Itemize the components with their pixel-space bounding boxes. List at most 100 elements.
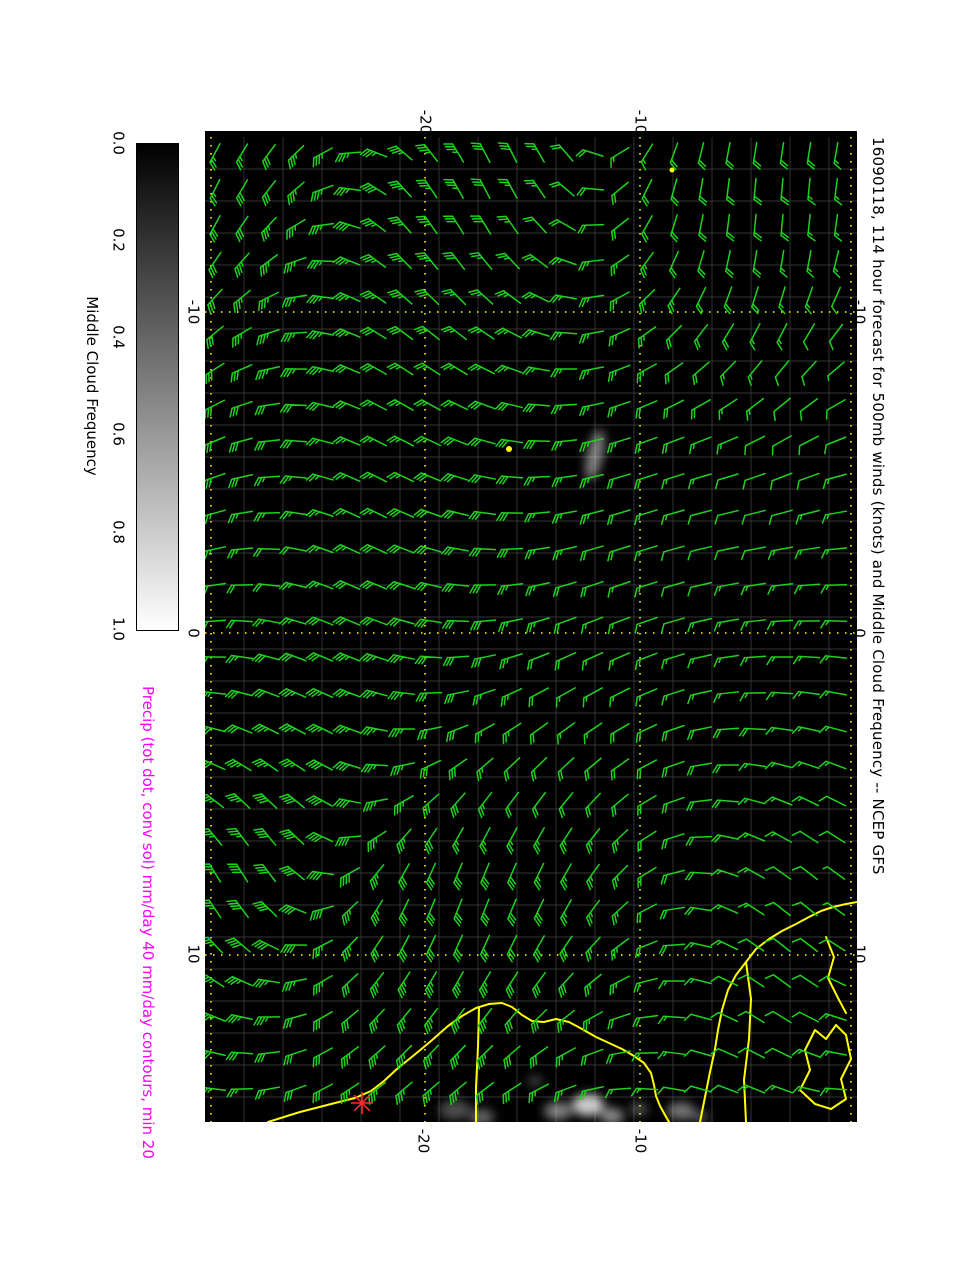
wind-barb [224, 724, 253, 734]
wind-barb [670, 178, 679, 207]
cloud-blob [439, 1100, 471, 1120]
wind-barb [683, 1085, 712, 1093]
wind-barb [744, 435, 766, 456]
wind-barb [776, 322, 788, 351]
wind-barb [533, 935, 545, 963]
wind-barb [386, 580, 415, 591]
wind-barb [637, 866, 657, 888]
wind-barb [533, 862, 545, 891]
wind-barb [718, 398, 738, 421]
wind-barb [738, 727, 767, 737]
wind-barb [765, 726, 794, 735]
wind-barb [583, 722, 603, 745]
wind-barb [751, 286, 760, 315]
wind-barb [766, 656, 794, 666]
wind-barb [793, 620, 821, 630]
wind-barb [833, 177, 843, 206]
wind-barb [723, 286, 733, 315]
wind-barb [579, 1085, 605, 1101]
wind-barb [332, 724, 361, 734]
wind-barb [386, 435, 415, 447]
wind-barb [604, 1087, 632, 1099]
wind-barb [441, 288, 467, 306]
wind-barb [557, 757, 575, 782]
wind-barb [637, 326, 657, 349]
wind-barb [359, 471, 388, 483]
wind-barb [764, 866, 792, 880]
wind-barb [476, 1044, 494, 1070]
wind-barb [205, 936, 223, 954]
wind-barb [768, 509, 793, 525]
wind-barb [476, 757, 494, 782]
wind-barb [500, 687, 523, 707]
wind-barb [413, 362, 441, 376]
wind-barb [584, 792, 602, 818]
wind-barb [764, 796, 793, 806]
wind-barb [469, 584, 497, 594]
cloud-blob [600, 1108, 624, 1122]
wind-barb [609, 291, 630, 312]
axis-tick-left: 0 [184, 628, 203, 638]
wind-barb [721, 323, 735, 351]
wind-barb [226, 1088, 254, 1098]
wind-barb [791, 901, 818, 917]
wind-barb [551, 510, 578, 524]
axis-tick-top: -10 [631, 109, 650, 135]
wind-barb [305, 544, 334, 554]
wind-barb [448, 758, 468, 781]
wind-barb [637, 830, 657, 853]
wind-barb [426, 898, 436, 927]
wind-barb [523, 475, 551, 486]
colorbar-tick: 1.0 [109, 617, 128, 641]
wind-barb [339, 867, 360, 888]
wind-barb [496, 215, 519, 235]
wind-barb [697, 250, 706, 279]
wind-barb [332, 400, 361, 410]
wind-barb [205, 974, 225, 988]
wind-barb [386, 145, 413, 161]
wind-barb [523, 179, 546, 199]
wind-barb [398, 863, 410, 891]
wind-barb [779, 249, 788, 278]
wind-barb [468, 547, 497, 557]
wind-barb [453, 898, 463, 927]
wind-barb [252, 618, 281, 627]
wind-barb [683, 1049, 712, 1057]
wind-barb [609, 975, 631, 996]
wind-barb [582, 1011, 603, 1032]
wind-barb [710, 904, 739, 914]
wind-barb [521, 329, 550, 338]
wind-barb [387, 654, 416, 664]
wind-barb [208, 251, 222, 279]
wind-barb [663, 399, 685, 420]
wind-barb [503, 1045, 521, 1070]
wind-barb [749, 322, 761, 351]
wind-barb [553, 616, 577, 634]
wind-barb [278, 688, 307, 698]
wind-barb [225, 654, 254, 664]
wind-barb [413, 399, 441, 411]
wind-barb [450, 792, 466, 818]
wind-barb [549, 144, 574, 162]
wind-barb [261, 179, 277, 207]
wind-barb [713, 618, 740, 632]
wind-barb [635, 400, 658, 419]
wind-barb [470, 619, 497, 631]
wind-barb [280, 944, 308, 954]
wind-barb [332, 580, 361, 590]
wind-barb [634, 436, 658, 454]
wind-barb [822, 473, 847, 489]
wind-barb [386, 471, 415, 483]
colorbar-tick: 0.6 [109, 422, 128, 446]
wind-barb [818, 795, 847, 807]
wind-barb [253, 511, 281, 522]
wind-barb [725, 141, 734, 170]
wind-barb [282, 1013, 307, 1030]
wind-barb [819, 1087, 848, 1097]
wind-barb [579, 509, 604, 525]
wind-barb [305, 616, 334, 626]
wind-barb [278, 723, 307, 735]
wind-barb [312, 1083, 334, 1104]
wind-barb [359, 689, 388, 699]
wind-barb [226, 827, 250, 847]
